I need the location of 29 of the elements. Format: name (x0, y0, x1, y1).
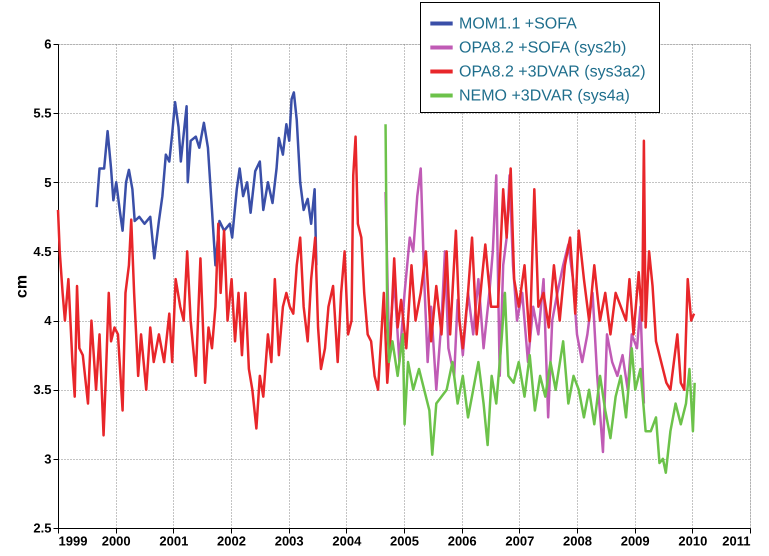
y-tick-label: 5.5 (33, 106, 52, 121)
x-tick-label: 2006 (448, 534, 477, 548)
y-tick-label: 4.5 (33, 244, 52, 259)
y-tick-label: 3 (44, 451, 52, 466)
x-tick-label: 2003 (274, 534, 304, 548)
y-tick-label: 2.5 (33, 520, 52, 536)
line-series (384, 122, 696, 474)
x-tick-label: 1999 (58, 534, 88, 548)
x-tick-label: 2011 (722, 534, 750, 548)
legend-label: OPA8.2 +SOFA (sys2b) (459, 40, 626, 56)
line-series (95, 91, 318, 267)
x-tick-label: 2004 (332, 534, 362, 548)
x-tick-label: 2007 (505, 534, 534, 548)
x-tick-label: 2001 (159, 534, 188, 548)
y-tick-label: 6 (44, 36, 52, 52)
x-tick-label: 2000 (102, 534, 131, 548)
line-series (56, 135, 696, 437)
y-tick-label: 3.5 (33, 382, 52, 398)
x-tick-label: 2009 (620, 534, 650, 548)
legend-label: MOM1.1 +SOFA (459, 16, 578, 32)
legend-label: OPA8.2 +3DVAR (sys3a2) (459, 64, 646, 80)
x-tick-label: 2010 (678, 534, 708, 548)
x-tick-label: 2008 (563, 534, 592, 548)
y-axis-title: cm (13, 274, 30, 298)
legend-label: NEMO +3DVAR (sys4a) (459, 88, 630, 104)
y-tick-label: 4 (44, 313, 52, 328)
x-tick-label: 2002 (217, 534, 246, 548)
y-tick-label: 5 (44, 174, 52, 190)
x-tick-label: 2005 (390, 534, 419, 548)
